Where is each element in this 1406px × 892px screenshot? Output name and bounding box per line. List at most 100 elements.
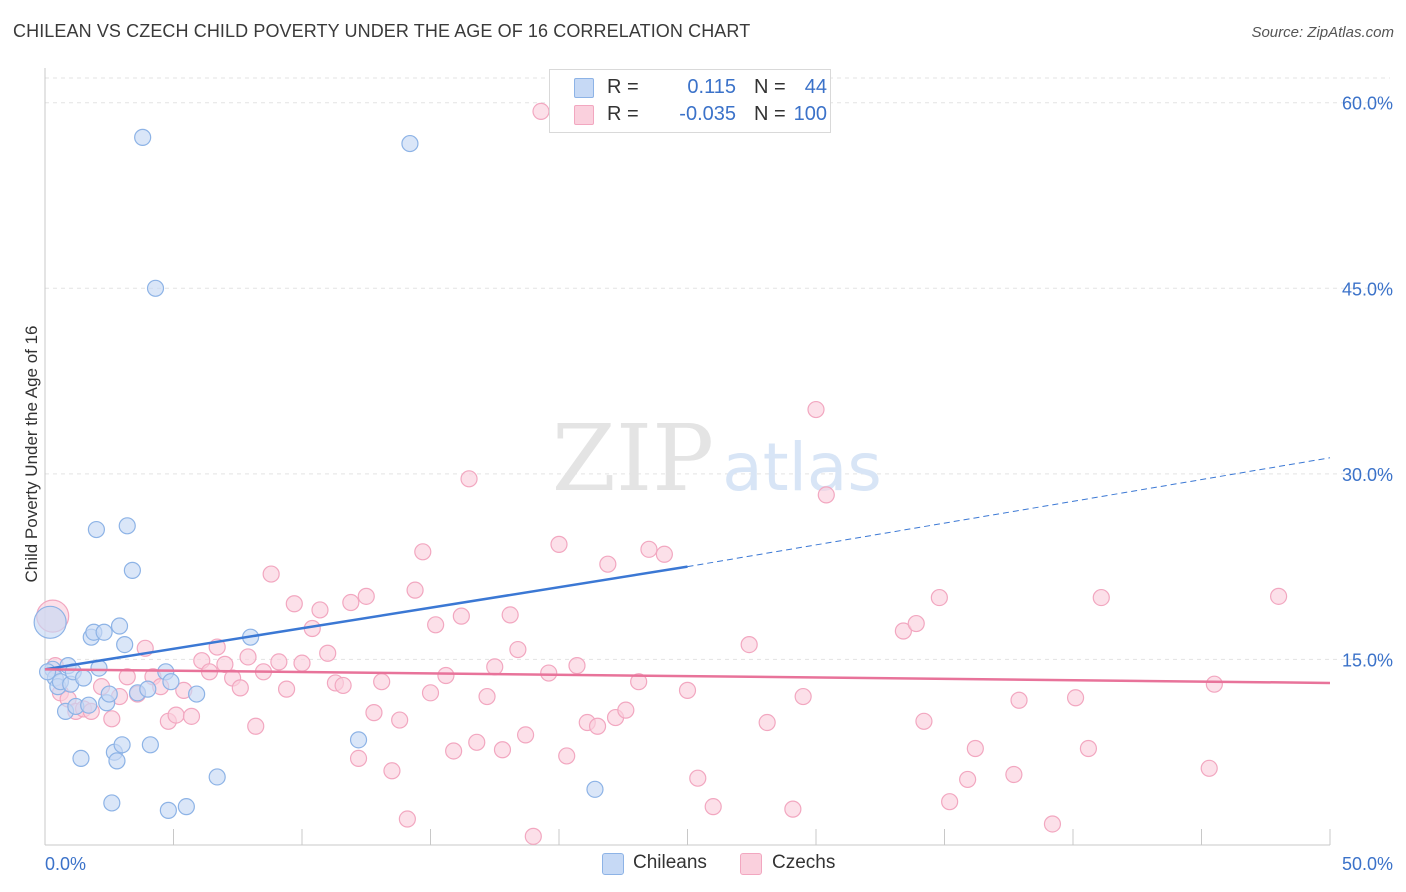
- chilean-point: [110, 617, 129, 635]
- czech-point: [568, 657, 586, 675]
- legend-r-value: 0.115: [687, 76, 736, 98]
- czech-point: [817, 486, 835, 504]
- trend-lines: [44, 457, 1331, 685]
- chilean-point: [188, 685, 206, 703]
- czechs-swatch: [574, 105, 594, 125]
- watermark-zip: ZIP: [552, 405, 714, 512]
- czech-point: [319, 644, 337, 662]
- czech-point: [807, 400, 825, 419]
- chileans-legend-label: Chileans: [633, 852, 707, 873]
- czech-point: [365, 704, 383, 722]
- chilean-point: [141, 736, 159, 754]
- czech-point: [398, 810, 416, 828]
- chilean-point: [100, 685, 118, 703]
- correlation-legend: R = 0.115 N = 44 R = -0.035 N = 100: [549, 69, 831, 133]
- czech-point: [966, 739, 984, 758]
- x-tick-label: 0.0%: [45, 854, 86, 874]
- czech-point: [1043, 815, 1062, 833]
- czech-point: [1079, 739, 1098, 758]
- czechs-points: [36, 102, 1288, 845]
- chilean-point: [208, 768, 226, 786]
- czech-point: [689, 769, 707, 787]
- gridlines: [45, 77, 1390, 660]
- chilean-point: [401, 134, 419, 153]
- czech-point: [349, 749, 368, 768]
- chilean-point: [103, 794, 121, 812]
- x-tick-label: 50.0%: [1342, 854, 1393, 874]
- czech-point: [894, 622, 912, 640]
- chilean-point: [38, 663, 57, 681]
- czech-point: [915, 712, 933, 730]
- czech-point: [460, 470, 478, 488]
- czech-point: [262, 565, 280, 583]
- czech-point: [784, 800, 802, 818]
- czech-point: [1010, 691, 1028, 709]
- czech-point: [540, 664, 558, 682]
- chilean-point: [72, 749, 90, 768]
- czech-point: [334, 676, 352, 695]
- y-axis-label: Child Poverty Under the Age of 16: [22, 325, 41, 583]
- chilean-point: [159, 801, 177, 819]
- czech-point: [247, 717, 265, 735]
- czech-point: [550, 535, 568, 553]
- czech-point: [167, 706, 185, 724]
- czechs-legend-label: Czechs: [772, 852, 836, 873]
- czech-point: [231, 679, 249, 697]
- czech-point: [1200, 759, 1218, 777]
- czech-point: [493, 741, 512, 759]
- chilean-point: [74, 669, 93, 687]
- czech-point: [1092, 588, 1110, 607]
- czech-point: [342, 593, 360, 612]
- legend-n-value: 44: [804, 76, 827, 98]
- chileans-swatch: [574, 78, 594, 98]
- czech-point: [373, 673, 391, 691]
- czech-point: [501, 606, 519, 624]
- czech-point: [311, 601, 329, 619]
- czech-point: [740, 635, 758, 654]
- chilean-point: [116, 635, 134, 654]
- czech-point: [678, 681, 697, 699]
- legend-n-label: N =: [754, 103, 786, 125]
- czech-point: [630, 673, 648, 691]
- chilean-point: [123, 561, 141, 579]
- czech-point: [941, 793, 959, 811]
- czech-point: [277, 680, 296, 698]
- czech-point: [285, 595, 303, 613]
- chilean-point: [349, 731, 368, 749]
- czech-point: [486, 658, 504, 676]
- czech-point: [239, 648, 257, 666]
- czech-point: [293, 654, 311, 672]
- czech-point: [414, 543, 432, 561]
- chilean-point: [108, 752, 126, 770]
- chilean-point: [177, 798, 195, 816]
- czech-point: [270, 653, 288, 671]
- chilean-point: [87, 520, 106, 539]
- czech-point: [406, 581, 424, 599]
- chilean-point: [118, 517, 136, 535]
- czech-point: [103, 710, 121, 728]
- czech-point: [599, 555, 617, 573]
- czech-point: [758, 713, 776, 732]
- czechs-trend-line: [44, 668, 1331, 685]
- legend-n-value: 100: [793, 103, 827, 125]
- chart-title: CHILEAN VS CZECH CHILD POVERTY UNDER THE…: [13, 21, 751, 41]
- czech-point: [437, 666, 455, 685]
- y-tick-label: 60.0%: [1342, 94, 1393, 114]
- czech-point: [357, 587, 375, 605]
- czech-point: [1005, 765, 1023, 784]
- chilean-point: [139, 680, 157, 698]
- czech-point: [391, 711, 409, 729]
- czech-point: [478, 687, 496, 706]
- czech-point: [907, 614, 925, 633]
- czech-point: [118, 668, 136, 686]
- czech-point: [1205, 675, 1223, 693]
- czech-point: [1269, 587, 1288, 605]
- series-legend: Chileans Czechs: [600, 852, 860, 876]
- chileans-legend-swatch: [602, 853, 624, 875]
- source-credit: Source: ZipAtlas.com: [1251, 24, 1394, 41]
- czech-point: [524, 827, 542, 845]
- chileans-trend-extension: [687, 457, 1331, 568]
- watermark-atlas: atlas: [722, 429, 882, 506]
- y-tick-label: 45.0%: [1342, 279, 1393, 299]
